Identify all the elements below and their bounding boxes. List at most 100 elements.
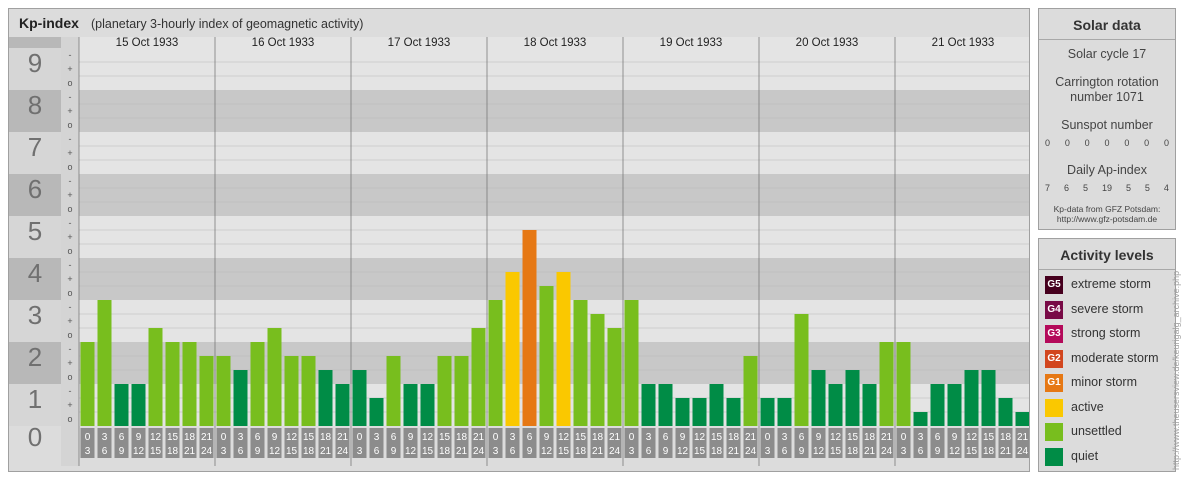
hour-label-start: 9 bbox=[136, 432, 142, 443]
hour-label-end: 3 bbox=[901, 446, 907, 457]
hour-cell bbox=[488, 428, 503, 458]
activity-levels-panel: Activity levels G5 extreme storm G4 severe … bbox=[1038, 238, 1176, 472]
sub-tick-column bbox=[61, 37, 79, 466]
hour-label-end: 18 bbox=[167, 446, 179, 457]
legend-swatch: G2 bbox=[1045, 349, 1063, 368]
hour-label-end: 21 bbox=[864, 446, 876, 457]
hour-cell bbox=[505, 428, 520, 458]
legend-label: strong storm bbox=[1071, 326, 1141, 340]
hour-cell bbox=[267, 428, 282, 458]
hour-cell bbox=[573, 428, 588, 458]
sunspot-value: 0 bbox=[1084, 138, 1090, 148]
y-label-band bbox=[9, 90, 61, 132]
y-label-band bbox=[9, 300, 61, 342]
sunspot-title: Sunspot number bbox=[1061, 118, 1153, 132]
kp-bar bbox=[114, 384, 129, 426]
kp-bar bbox=[607, 328, 622, 426]
kp-bar bbox=[182, 342, 197, 426]
hour-cell bbox=[250, 428, 265, 458]
y-tick-label: 1 bbox=[28, 384, 42, 414]
y-subtick-label: o bbox=[67, 162, 72, 172]
hour-label-end: 12 bbox=[269, 446, 281, 457]
kp-band bbox=[79, 90, 1029, 132]
y-tick-label: 8 bbox=[28, 90, 42, 120]
hour-label-start: 21 bbox=[201, 432, 213, 443]
hour-cell bbox=[437, 428, 452, 458]
y-subtick-label: + bbox=[67, 274, 72, 284]
hour-cell bbox=[607, 428, 622, 458]
y-subtick-label: + bbox=[67, 190, 72, 200]
day-header: 19 Oct 1933 bbox=[660, 37, 723, 49]
hour-label-start: 6 bbox=[935, 432, 941, 443]
hour-label-start: 6 bbox=[527, 432, 533, 443]
hour-cell bbox=[97, 428, 112, 458]
hour-label-end: 21 bbox=[592, 446, 604, 457]
credit-link[interactable]: http://www.gfz-potsdam.de bbox=[1056, 214, 1158, 224]
hour-label-start: 6 bbox=[119, 432, 125, 443]
kp-bar bbox=[675, 397, 690, 426]
hour-cell bbox=[420, 428, 435, 458]
hour-cell bbox=[896, 428, 911, 458]
hour-label-start: 12 bbox=[286, 432, 298, 443]
y-tick-label: 4 bbox=[28, 258, 42, 288]
day-header: 21 Oct 1933 bbox=[932, 37, 995, 49]
ap-value: 5 bbox=[1082, 183, 1088, 193]
y-tick-label: 5 bbox=[28, 216, 42, 246]
y-tick-label: 0 bbox=[28, 422, 42, 452]
hour-label-end: 6 bbox=[646, 446, 652, 457]
hour-cell bbox=[1015, 428, 1029, 458]
hour-cell bbox=[182, 428, 197, 458]
kp-bar bbox=[522, 229, 537, 426]
kp-bar bbox=[692, 397, 707, 426]
hour-label-end: 3 bbox=[493, 446, 499, 457]
kp-bar bbox=[233, 370, 248, 426]
hour-label-start: 15 bbox=[983, 432, 995, 443]
kp-bar bbox=[488, 300, 503, 426]
kp-bar bbox=[556, 271, 571, 426]
kp-bar bbox=[709, 384, 724, 426]
y-subtick-label: - bbox=[69, 260, 72, 270]
hour-label-end: 3 bbox=[765, 446, 771, 457]
y-subtick-label: o bbox=[67, 288, 72, 298]
kp-bar bbox=[301, 355, 316, 426]
legend-item: unsettled bbox=[1045, 422, 1171, 442]
hour-label-start: 0 bbox=[493, 432, 499, 443]
kp-bar bbox=[420, 384, 435, 426]
chart-subtitle: (planetary 3-hourly index of geomagnetic… bbox=[91, 17, 364, 31]
legend-item: quiet bbox=[1045, 447, 1171, 467]
hour-label-start: 15 bbox=[847, 432, 859, 443]
hour-cell bbox=[233, 428, 248, 458]
hour-label-start: 21 bbox=[609, 432, 621, 443]
hour-label-end: 12 bbox=[813, 446, 825, 457]
hour-cell bbox=[216, 428, 231, 458]
hour-label-start: 18 bbox=[864, 432, 876, 443]
kp-bar bbox=[250, 342, 265, 426]
hour-label-start: 15 bbox=[439, 432, 451, 443]
hour-label-end: 24 bbox=[1017, 446, 1029, 457]
hour-label-start: 3 bbox=[238, 432, 244, 443]
hour-label-start: 3 bbox=[374, 432, 380, 443]
legend-swatch bbox=[1045, 398, 1063, 417]
kp-bar bbox=[998, 397, 1013, 426]
kp-bar bbox=[658, 384, 673, 426]
hour-label-end: 15 bbox=[830, 446, 842, 457]
ap-values: 7 6 5 19 5 5 4 bbox=[1045, 183, 1169, 193]
hour-label-start: 18 bbox=[1000, 432, 1012, 443]
hour-label-start: 3 bbox=[510, 432, 516, 443]
hour-cell bbox=[403, 428, 418, 458]
y-subtick-label: + bbox=[67, 232, 72, 242]
hour-cell bbox=[794, 428, 809, 458]
y-label-band bbox=[9, 37, 61, 48]
y-subtick-label: - bbox=[69, 50, 72, 60]
hour-label-end: 12 bbox=[541, 446, 553, 457]
y-subtick-label: - bbox=[69, 134, 72, 144]
hour-label-start: 0 bbox=[629, 432, 635, 443]
hour-label-start: 9 bbox=[952, 432, 958, 443]
day-header: 15 Oct 1933 bbox=[116, 37, 179, 49]
hour-label-start: 9 bbox=[816, 432, 822, 443]
y-subtick-label: - bbox=[69, 218, 72, 228]
hour-label-end: 24 bbox=[201, 446, 213, 457]
hour-label-start: 9 bbox=[272, 432, 278, 443]
legend-swatch: G5 bbox=[1045, 276, 1063, 294]
ap-value: 5 bbox=[1125, 183, 1131, 193]
